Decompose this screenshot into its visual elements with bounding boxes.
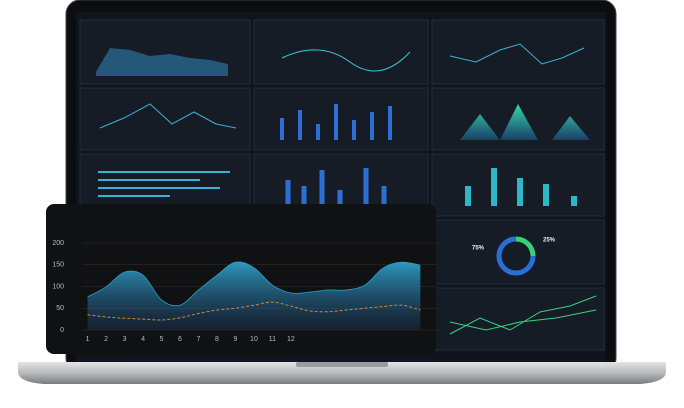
x-tick-label: 5 bbox=[160, 336, 164, 343]
deco-line bbox=[449, 295, 597, 335]
x-tick-label: 11 bbox=[269, 336, 276, 343]
y-tick-label: 200 bbox=[52, 240, 64, 247]
deco-bars bbox=[465, 168, 577, 206]
donut-label: 25% bbox=[543, 238, 556, 244]
x-tick-label: 8 bbox=[215, 336, 219, 343]
panel bbox=[79, 87, 251, 151]
x-tick-label: 7 bbox=[197, 336, 201, 343]
panel bbox=[253, 19, 429, 85]
donut-segment bbox=[515, 236, 536, 257]
x-tick-label: 12 bbox=[287, 336, 295, 343]
panel bbox=[431, 19, 605, 85]
x-tick-label: 1 bbox=[86, 336, 90, 343]
x-tick-label: 4 bbox=[141, 336, 145, 343]
deco-line bbox=[99, 103, 237, 129]
y-tick-label: 100 bbox=[52, 283, 64, 290]
panel bbox=[431, 287, 605, 351]
x-tick-label: 10 bbox=[250, 336, 258, 343]
area-fill bbox=[87, 261, 421, 330]
base-notch bbox=[296, 362, 388, 367]
dashboard-panels bbox=[79, 19, 605, 351]
laptop-base bbox=[18, 362, 666, 384]
dashed-line bbox=[87, 301, 421, 321]
deco-bars bbox=[280, 104, 392, 140]
deco-area bbox=[96, 48, 228, 76]
deco-peaks bbox=[460, 104, 590, 140]
donut-segment bbox=[496, 236, 536, 276]
y-tick-label: 50 bbox=[56, 305, 64, 312]
x-tick-label: 9 bbox=[234, 336, 238, 343]
donut-chart: 75% 25% bbox=[472, 236, 556, 276]
area-line bbox=[87, 261, 421, 307]
deco-bars bbox=[285, 168, 387, 206]
deco-bars bbox=[98, 171, 230, 197]
x-tick-label: 3 bbox=[123, 336, 127, 343]
deco-line bbox=[449, 43, 585, 65]
y-tick-label: 150 bbox=[52, 262, 64, 269]
x-tick-label: 6 bbox=[178, 336, 182, 343]
y-tick-label: 0 bbox=[60, 327, 64, 334]
donut-label: 75% bbox=[472, 246, 485, 252]
x-tick-label: 2 bbox=[104, 336, 108, 343]
deco-line bbox=[281, 49, 411, 72]
